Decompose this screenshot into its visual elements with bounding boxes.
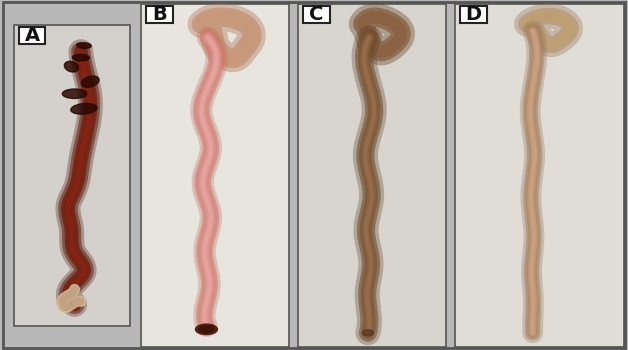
Ellipse shape xyxy=(62,89,87,98)
Bar xyxy=(19,27,45,44)
Bar xyxy=(146,6,173,23)
Text: D: D xyxy=(465,5,482,24)
Bar xyxy=(303,6,330,23)
Ellipse shape xyxy=(64,61,78,72)
Ellipse shape xyxy=(195,324,217,335)
Text: C: C xyxy=(310,5,323,24)
Bar xyxy=(298,4,446,346)
Bar xyxy=(14,25,130,326)
Bar xyxy=(141,4,289,346)
Ellipse shape xyxy=(82,76,99,87)
Ellipse shape xyxy=(71,103,97,114)
Ellipse shape xyxy=(77,43,91,48)
Text: A: A xyxy=(24,26,40,45)
Text: B: B xyxy=(152,5,167,24)
Bar xyxy=(460,6,487,23)
Bar xyxy=(455,4,624,346)
Ellipse shape xyxy=(72,54,89,61)
Ellipse shape xyxy=(362,330,374,336)
Ellipse shape xyxy=(198,326,214,333)
